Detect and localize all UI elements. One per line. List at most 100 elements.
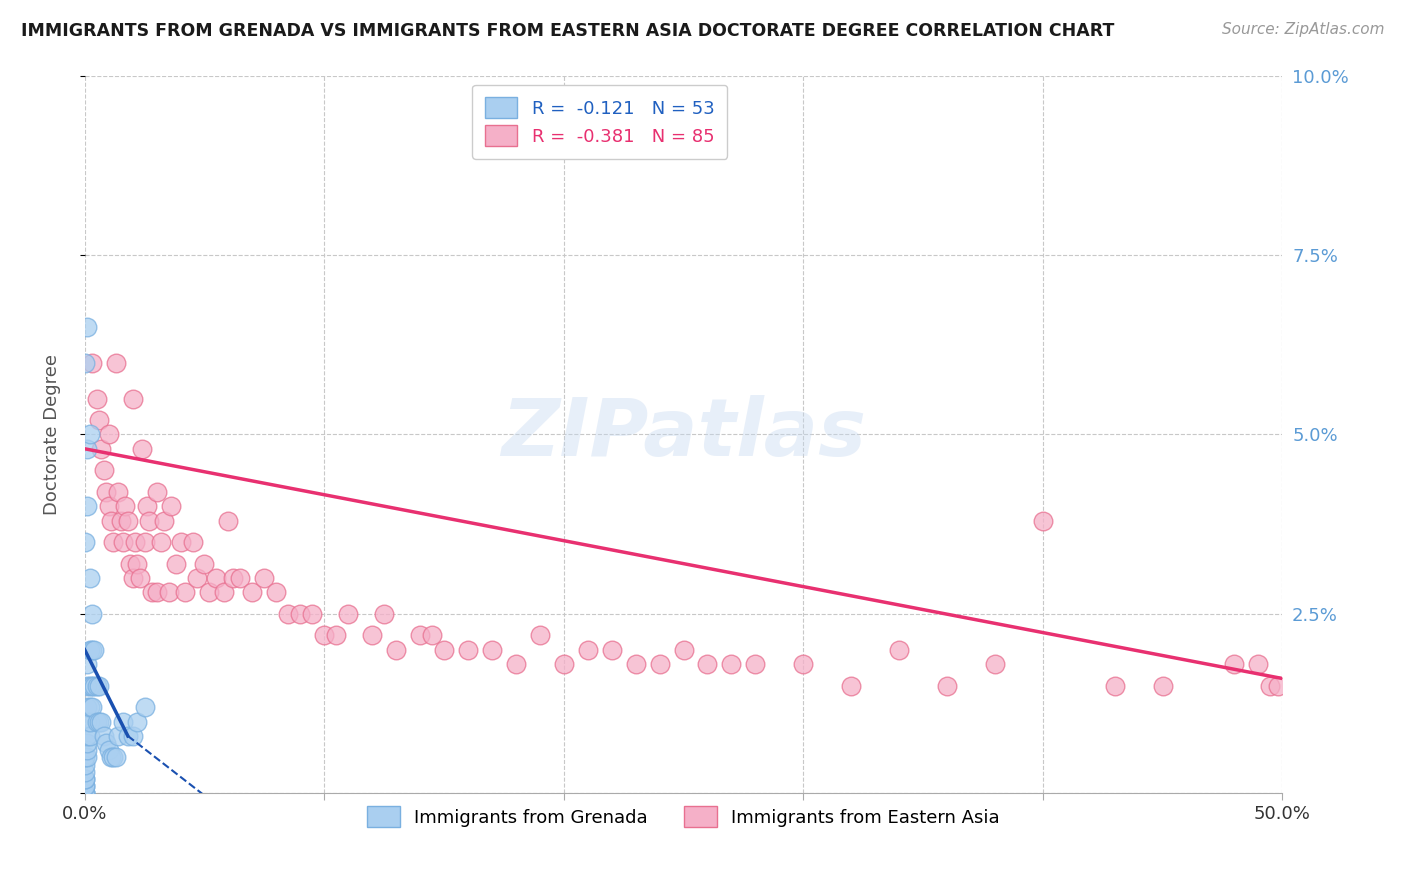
Point [104,356,127,370]
Point [174,585,197,599]
Point [553,657,575,672]
Point [103,750,125,764]
Point [100,750,122,764]
Point [887,642,910,657]
Point [90,442,112,456]
Point [150,535,173,549]
Point [73,779,96,793]
Point [1032,514,1054,528]
Point [145,585,167,599]
Point [97,743,120,757]
Point [1260,679,1282,693]
Point [373,607,395,621]
Point [157,585,180,599]
Point [266,585,288,599]
Point [76,319,98,334]
Point [253,571,276,585]
Point [121,729,143,743]
Point [242,585,264,599]
Point [80,700,103,714]
Point [103,535,125,549]
Point [337,607,360,621]
Point [76,679,98,693]
Point [79,642,101,657]
Point [290,607,312,621]
Text: IMMIGRANTS FROM GRENADA VS IMMIGRANTS FROM EASTERN ASIA DOCTORATE DEGREE CORRELA: IMMIGRANTS FROM GRENADA VS IMMIGRANTS FR… [21,22,1115,40]
Point [1247,657,1270,672]
Point [205,571,228,585]
Point [624,657,647,672]
Point [80,679,103,693]
Point [217,514,239,528]
Point [79,729,101,743]
Point [720,657,742,672]
Point [212,585,235,599]
Point [648,657,671,672]
Point [83,679,105,693]
Text: ZIPatlas: ZIPatlas [501,395,866,474]
Point [73,786,96,800]
Point [73,764,96,779]
Point [481,642,503,657]
Point [76,442,98,456]
Point [107,729,129,743]
Point [76,500,98,514]
Point [79,679,101,693]
Point [325,628,347,642]
Point [138,514,160,528]
Point [107,484,129,499]
Point [73,757,96,772]
Point [1104,679,1126,693]
Point [73,356,96,370]
Point [193,557,215,571]
Point [505,657,527,672]
Point [131,442,153,456]
Point [409,628,432,642]
Point [385,642,408,657]
Point [134,700,156,714]
Point [529,628,551,642]
Point [76,714,98,729]
Point [100,514,122,528]
Point [76,736,98,750]
Point [80,642,103,657]
Point [314,628,336,642]
Point [79,700,101,714]
Point [117,514,139,528]
Point [420,628,443,642]
Point [165,557,187,571]
Point [361,628,384,642]
Point [222,571,245,585]
Point [128,571,150,585]
Point [76,729,98,743]
Point [76,750,98,764]
Point [160,500,183,514]
Point [97,500,120,514]
Point [696,657,718,672]
Point [73,535,96,549]
Point [76,700,98,714]
Point [141,585,163,599]
Point [87,679,110,693]
Point [117,729,139,743]
Point [93,463,115,477]
Point [90,714,112,729]
Point [87,714,110,729]
Point [229,571,252,585]
Point [121,571,143,585]
Point [73,772,96,786]
Point [198,585,221,599]
Point [1223,657,1246,672]
Point [112,535,135,549]
Point [104,750,127,764]
Point [112,714,135,729]
Point [1267,679,1289,693]
Point [936,679,959,693]
Point [277,607,299,621]
Point [79,571,101,585]
Point [839,679,862,693]
Point [79,427,101,442]
Point [672,642,695,657]
Point [169,535,191,549]
Point [457,642,479,657]
